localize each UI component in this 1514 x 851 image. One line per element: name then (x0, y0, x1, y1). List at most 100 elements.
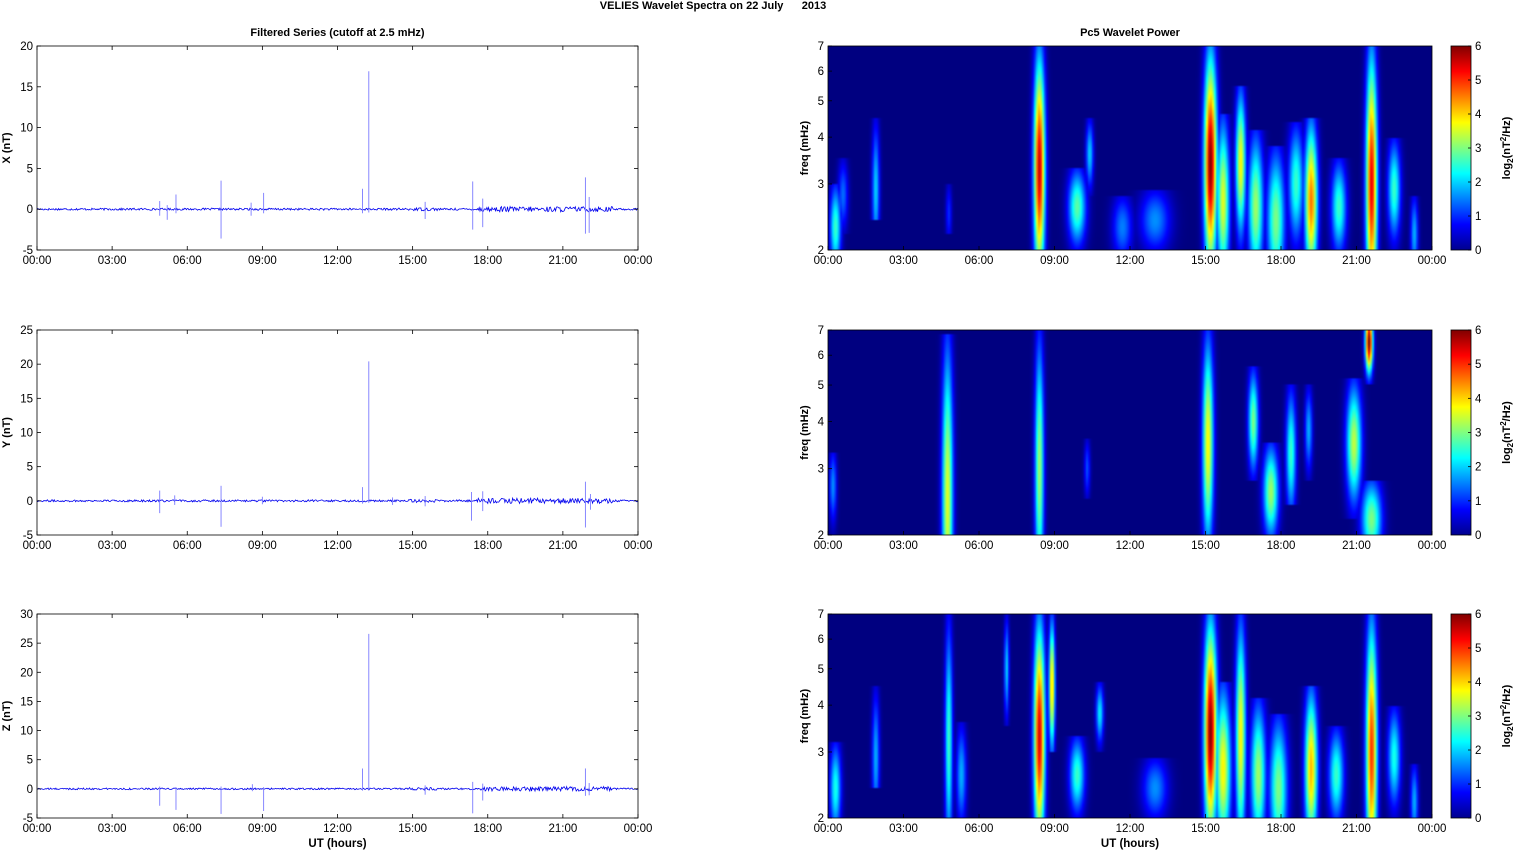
y-series-xtick-label-2: 06:00 (173, 540, 202, 552)
x-series-ytick-label-1: 0 (27, 204, 33, 216)
x-wavelet-xtick-label-2: 06:00 (965, 255, 994, 267)
y-wavelet-panel: 00:00 03:00 06:00 09:00 12:00 15:00 18:00 21:00… (799, 325, 1514, 552)
y-wavelet-ytick-label-0: 2 (818, 530, 824, 542)
y-wavelet-xtick-label-8: 00:00 (1418, 540, 1447, 552)
z-series-xtick-label-7: 21:00 (548, 823, 577, 835)
y-wavelet-cbar-tick-label-5: 5 (1475, 359, 1481, 371)
x-wavelet-cbar-tick-label-2: 2 (1475, 177, 1481, 189)
z-wavelet-ytick-label-2: 4 (818, 700, 825, 712)
x-series-xtick-label-5: 15:00 (398, 255, 427, 267)
z-wavelet-cbar-label-part-1: 2 (1506, 726, 1514, 731)
x-wavelet-ytick-label-5: 7 (818, 41, 824, 53)
x-series-ytick-label-5: 20 (20, 41, 33, 53)
y-wavelet-xtick-label-4: 12:00 (1116, 540, 1145, 552)
y-series-xtick-label-1: 03:00 (98, 540, 127, 552)
z-series-xtick-label-4: 12:00 (323, 823, 352, 835)
x-series-ytick-label-4: 15 (20, 82, 33, 94)
y-wavelet-colorbar: 0123456log2(nT2/Hz) (1450, 325, 1514, 542)
y-series-xtick-label-8: 00:00 (624, 540, 653, 552)
z-wavelet-cbar-tick-label-4: 4 (1475, 677, 1482, 689)
z-wavelet-cbar-tick-label-2: 2 (1475, 745, 1481, 757)
z-series-panel: 00:00 03:00 06:00 09:00 12:00 15:00 18:00 21:00… (1, 609, 652, 850)
z-wavelet-xtick-label-3: 09:00 (1040, 823, 1069, 835)
z-series-xtick-label-8: 00:00 (624, 823, 653, 835)
x-wavelet-cbar-label: log2(nT2/Hz) (1499, 116, 1514, 179)
x-series-plot-area (37, 46, 638, 250)
x-series-xtick-label-4: 12:00 (323, 255, 352, 267)
y-wavelet-cbar-label-part-4: /Hz) (1501, 401, 1513, 422)
y-wavelet-cbar-label-part-0: log (1501, 447, 1513, 464)
z-series-xtick-label-0: 00:00 (23, 823, 52, 835)
z-wavelet-cbar-label-part-3: 2 (1499, 704, 1508, 709)
y-wavelet-xtick-label-5: 15:00 (1191, 540, 1220, 552)
z-series-xlabel: UT (hours) (308, 838, 366, 850)
x-series-trace (36, 205, 639, 213)
y-wavelet-ytick-label-2: 4 (818, 417, 825, 429)
x-wavelet-cbar-label-part-2: (nT (1501, 141, 1513, 158)
y-wavelet-cbar-tick-label-3: 3 (1475, 428, 1481, 440)
y-wavelet-xtick-label-7: 21:00 (1342, 540, 1371, 552)
z-series-ytick-label-6: 25 (20, 638, 33, 650)
z-series-plot-area (37, 614, 638, 818)
x-wavelet-title: Pc5 Wavelet Power (1080, 27, 1181, 39)
z-series-xtick-label-1: 03:00 (98, 823, 127, 835)
z-wavelet-panel: 00:00 03:00 06:00 09:00 12:00 15:00 18:00 21:00… (799, 609, 1514, 850)
y-series-ytick-label-6: 25 (20, 325, 33, 337)
z-series-ytick-label-4: 15 (20, 696, 33, 708)
y-series-ytick-label-1: 0 (27, 496, 33, 508)
x-series-xtick-label-8: 00:00 (624, 255, 653, 267)
z-wavelet-ytick-label-4: 6 (818, 634, 824, 646)
x-wavelet-cbar-tick-label-3: 3 (1475, 143, 1481, 155)
x-series-xtick-label-3: 09:00 (248, 255, 277, 267)
x-wavelet-xtick-label-7: 21:00 (1342, 255, 1371, 267)
z-wavelet-cbar-label: log2(nT2/Hz) (1499, 684, 1514, 747)
x-wavelet-xtick-label-0: 00:00 (814, 255, 843, 267)
x-wavelet-xtick-label-3: 09:00 (1040, 255, 1069, 267)
z-wavelet-ytick-label-5: 7 (818, 609, 824, 621)
figure-title: VELIES Wavelet Spectra on 22 July 2013 (600, 0, 826, 12)
y-wavelet-ytick-label-3: 5 (818, 380, 824, 392)
x-wavelet-cbar-tick-label-6: 6 (1475, 41, 1481, 53)
x-wavelet-ytick-label-0: 2 (818, 245, 824, 257)
z-series-ytick-label-0: -5 (23, 813, 33, 825)
z-series-ytick-label-7: 30 (20, 609, 33, 621)
y-wavelet-xtick-label-0: 00:00 (814, 540, 843, 552)
z-wavelet-ytick-label-0: 2 (818, 813, 824, 825)
z-wavelet-cbar-label-part-2: (nT (1501, 709, 1513, 726)
y-series-ytick-label-0: -5 (23, 530, 33, 542)
x-wavelet-ytick-label-2: 4 (818, 132, 825, 144)
y-series-ytick-label-3: 10 (20, 428, 33, 440)
y-wavelet-cbar-tick-label-2: 2 (1475, 462, 1481, 474)
z-wavelet-heatmap (828, 614, 1432, 818)
x-wavelet-xtick-label-1: 03:00 (889, 255, 918, 267)
x-wavelet-cbar-label-part-1: 2 (1506, 158, 1514, 163)
y-wavelet-cbar-tick-label-4: 4 (1475, 393, 1482, 405)
z-series-xtick-label-2: 06:00 (173, 823, 202, 835)
z-wavelet-xtick-label-0: 00:00 (814, 823, 843, 835)
x-wavelet-ytick-label-1: 3 (818, 179, 824, 191)
x-wavelet-ytick-label-4: 6 (818, 66, 824, 78)
z-series-ytick-label-2: 5 (27, 755, 33, 767)
x-wavelet-cbar-tick-label-5: 5 (1475, 75, 1481, 87)
z-wavelet-cbar-tick-label-5: 5 (1475, 643, 1481, 655)
x-series-xtick-label-2: 06:00 (173, 255, 202, 267)
z-series-trace (37, 785, 639, 793)
z-series-ytick-label-1: 0 (27, 784, 33, 796)
y-series-ytick-label-4: 15 (20, 393, 33, 405)
x-series-ytick-label-0: -5 (23, 245, 33, 257)
z-wavelet-xtick-label-7: 21:00 (1342, 823, 1371, 835)
y-wavelet-cbar-label-part-1: 2 (1506, 442, 1514, 447)
z-wavelet-xtick-label-6: 18:00 (1267, 823, 1296, 835)
x-wavelet-xtick-label-5: 15:00 (1191, 255, 1220, 267)
x-series-ylabel: X (nT) (1, 132, 13, 163)
y-series-xtick-label-0: 00:00 (23, 540, 52, 552)
x-series-xtick-label-7: 21:00 (548, 255, 577, 267)
z-wavelet-cbar-tick-label-1: 1 (1475, 779, 1481, 791)
z-wavelet-xtick-label-8: 00:00 (1418, 823, 1447, 835)
y-wavelet-cbar-label: log2(nT2/Hz) (1499, 401, 1514, 464)
z-wavelet-ytick-label-1: 3 (818, 747, 824, 759)
y-wavelet-cbar-tick-label-0: 0 (1475, 530, 1481, 542)
x-wavelet-heatmap (828, 46, 1432, 250)
y-series-xtick-label-6: 18:00 (473, 540, 502, 552)
